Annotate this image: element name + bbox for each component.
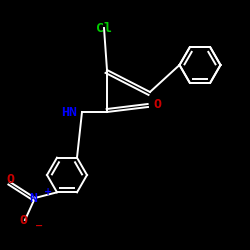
Text: HN: HN — [61, 106, 77, 118]
Text: O: O — [153, 98, 161, 111]
Text: −: − — [35, 221, 43, 231]
Text: O: O — [20, 214, 28, 226]
Text: N: N — [30, 192, 38, 204]
Text: O: O — [6, 173, 14, 186]
Text: +: + — [44, 187, 52, 197]
Text: Cl: Cl — [96, 22, 112, 35]
